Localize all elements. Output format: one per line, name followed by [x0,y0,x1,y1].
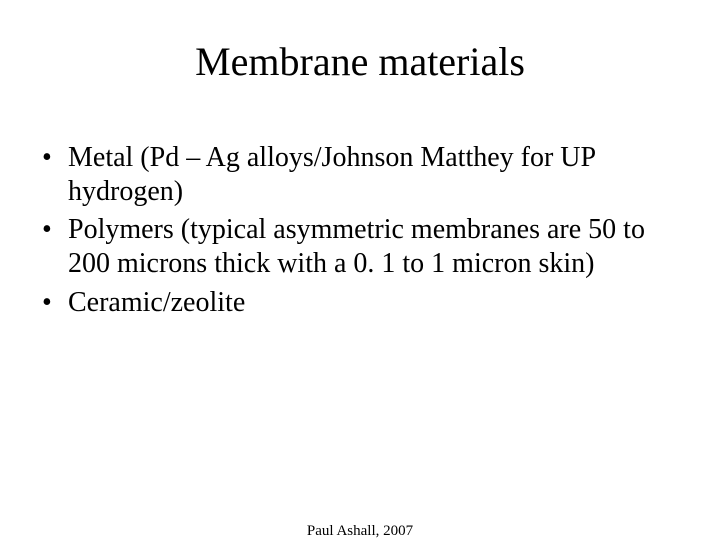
slide-title: Membrane materials [0,38,720,85]
bullet-item: Ceramic/zeolite [42,286,680,320]
bullet-list: Metal (Pd – Ag alloys/Johnson Matthey fo… [42,141,680,320]
bullet-item: Polymers (typical asymmetric membranes a… [42,213,680,281]
slide-body: Metal (Pd – Ag alloys/Johnson Matthey fo… [0,141,720,320]
bullet-item: Metal (Pd – Ag alloys/Johnson Matthey fo… [42,141,680,209]
slide: Membrane materials Metal (Pd – Ag alloys… [0,38,720,540]
slide-footer: Paul Ashall, 2007 [0,523,720,540]
